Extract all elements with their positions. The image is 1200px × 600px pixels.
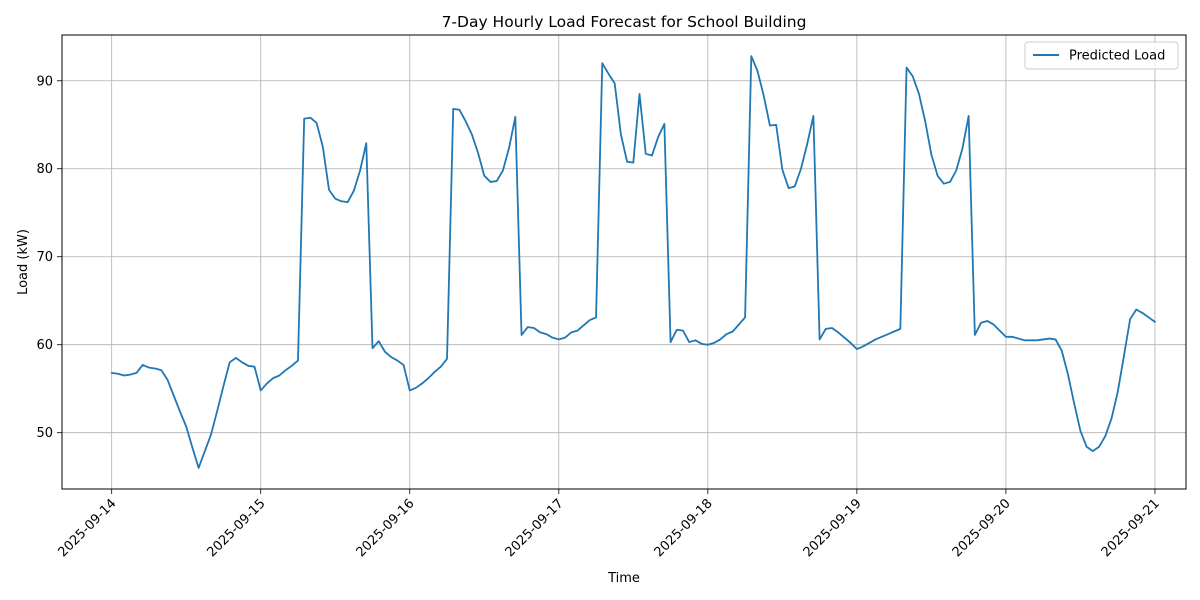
series-line-group: [110, 55, 1156, 469]
legend-box: [1024, 41, 1179, 70]
grid: [62, 35, 1186, 489]
chart-title: 7-Day Hourly Load Forecast for School Bu…: [442, 13, 807, 31]
legend-label: Predicted Load: [1069, 49, 1165, 64]
x-axis-label: Time: [607, 571, 640, 586]
plot-area-frame: [61, 34, 1187, 490]
series-line-predicted-load: [110, 55, 1156, 469]
legend: Predicted Load: [1024, 41, 1179, 70]
y-axis-label: Load (kW): [16, 229, 31, 295]
y-tick-label: 70: [36, 250, 53, 265]
y-tick-label: 50: [36, 426, 53, 441]
y-tick-label: 60: [36, 338, 53, 353]
y-tick-label: 90: [36, 74, 53, 89]
y-axis: 50 60 70 80 90: [36, 74, 62, 441]
y-tick-label: 80: [36, 162, 53, 177]
